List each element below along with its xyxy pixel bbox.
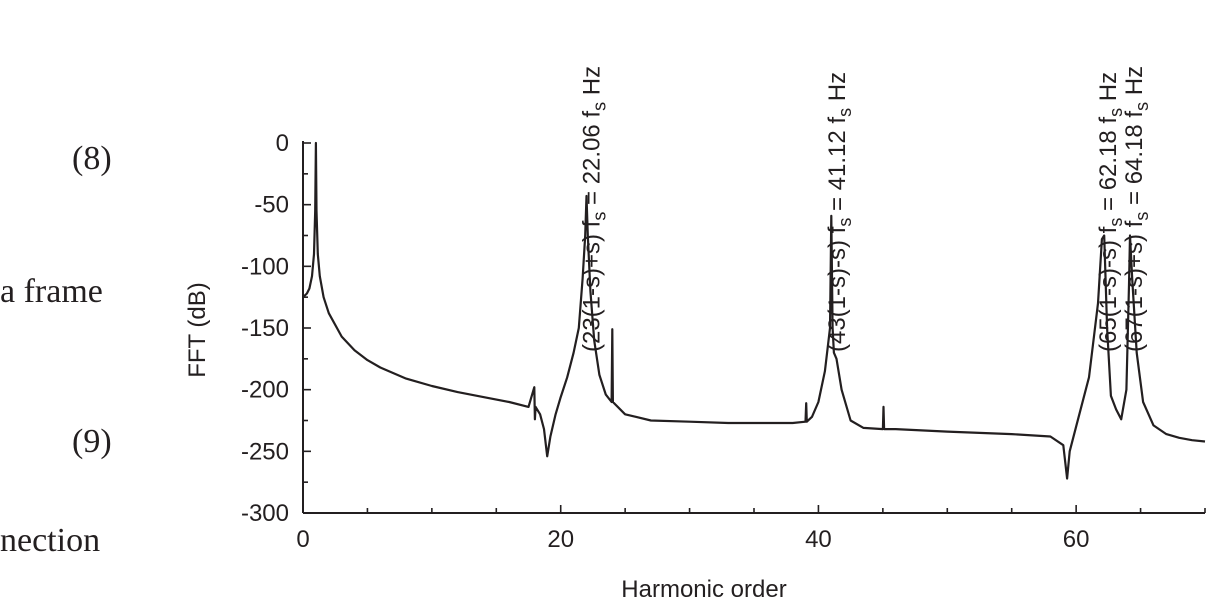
tick-labels: 0 20 40 60 0 -50 -100 -150 -200 -250 -300 xyxy=(241,130,1090,553)
peak-annotations: (23(1-s)+s) fs = 22.06 fs Hz(43(1-s)-s) … xyxy=(578,66,1152,352)
annotation-text: = 62.18 f xyxy=(1095,117,1122,218)
tick-marks xyxy=(302,142,1206,514)
y-tick-label: -250 xyxy=(241,438,289,465)
x-tick-label: 0 xyxy=(296,526,309,553)
x-axis-label: Harmonic order xyxy=(621,576,786,603)
x-tick-label: 60 xyxy=(1063,526,1090,553)
peak-annotation: (65(1-s)-s) fs = 62.18 fs Hz xyxy=(1095,72,1126,352)
annotation-subscript: s xyxy=(1106,218,1126,227)
y-tick-label: 0 xyxy=(276,130,289,157)
fft-series-line xyxy=(302,141,1206,480)
annotation-text: (43(1-s)-s) f xyxy=(824,226,851,352)
annotation-text: (67(1-s)+s) f xyxy=(1121,220,1148,352)
annotation-text: Hz xyxy=(824,72,851,108)
equation-number-8: (8) xyxy=(72,140,112,177)
peak-annotation: (67(1-s)+s) fs = 64.18 fs Hz xyxy=(1121,66,1152,352)
annotation-subscript: s xyxy=(835,218,855,227)
y-tick-label: -100 xyxy=(241,253,289,280)
annotation-text: = 22.06 f xyxy=(578,111,605,212)
y-tick-label: -150 xyxy=(241,315,289,342)
y-tick-label: -300 xyxy=(241,500,289,527)
annotation-text: Hz xyxy=(1095,72,1122,108)
x-tick-label: 40 xyxy=(805,526,832,553)
y-tick-label: -50 xyxy=(254,192,289,219)
y-axis-label: FFT (dB) xyxy=(184,282,211,378)
annotation-text: Hz xyxy=(578,66,605,102)
annotation-text: = 41.12 f xyxy=(824,117,851,218)
equation-number-9: (9) xyxy=(72,423,112,460)
body-text-nection: nection xyxy=(0,522,101,559)
body-text-frame: a frame xyxy=(0,273,103,310)
annotation-subscript: s xyxy=(1132,212,1152,221)
annotation-text: (65(1-s)-s) f xyxy=(1095,226,1122,352)
annotation-subscript: s xyxy=(1106,108,1126,117)
annotation-subscript: s xyxy=(589,102,609,111)
annotation-subscript: s xyxy=(1132,102,1152,111)
annotation-subscript: s xyxy=(835,108,855,117)
x-tick-label: 20 xyxy=(547,526,574,553)
annotation-text: (23(1-s)+s) f xyxy=(578,220,605,352)
annotation-text: Hz xyxy=(1121,66,1148,102)
peak-annotation: (23(1-s)+s) fs = 22.06 fs Hz xyxy=(578,66,609,352)
y-tick-label: -200 xyxy=(241,377,289,404)
annotation-text: = 64.18 f xyxy=(1121,111,1148,212)
peak-annotation: (43(1-s)-s) fs = 41.12 fs Hz xyxy=(824,72,855,352)
annotation-subscript: s xyxy=(589,212,609,221)
